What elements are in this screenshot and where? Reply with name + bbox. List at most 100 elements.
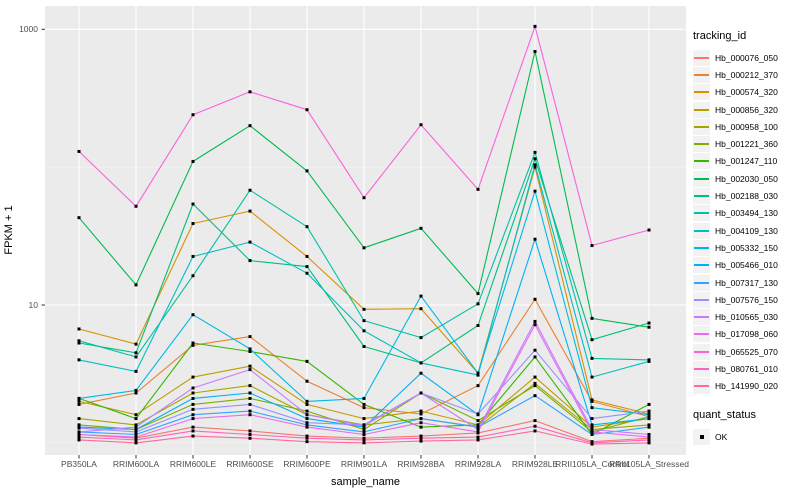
data-point bbox=[191, 396, 195, 400]
data-point bbox=[248, 368, 252, 372]
data-point bbox=[191, 159, 195, 163]
legend-key-box bbox=[693, 222, 710, 239]
data-point bbox=[191, 402, 195, 406]
data-point bbox=[647, 228, 651, 232]
x-axis-tick-label: RRIM928LA bbox=[454, 459, 502, 469]
data-point bbox=[362, 432, 366, 436]
data-point bbox=[419, 226, 423, 230]
data-point bbox=[533, 50, 537, 54]
legend-entries: Hb_000076_050 Hb_000212_370 Hb_000574_320 H… bbox=[693, 49, 798, 395]
data-point bbox=[533, 355, 537, 359]
data-point bbox=[362, 424, 366, 428]
legend-key-box bbox=[693, 343, 710, 360]
data-point bbox=[533, 319, 537, 323]
data-point bbox=[590, 442, 594, 446]
data-point bbox=[647, 413, 651, 417]
data-point bbox=[419, 371, 423, 375]
legend-key-line-icon bbox=[694, 333, 709, 336]
data-point bbox=[305, 265, 309, 269]
legend-title-quant-status: quant_status bbox=[693, 408, 756, 421]
data-point bbox=[305, 436, 309, 440]
data-point bbox=[77, 339, 81, 343]
data-point bbox=[647, 358, 651, 362]
legend-entry-Hb_007317_130: Hb_007317_130 bbox=[693, 274, 798, 291]
data-point bbox=[590, 244, 594, 248]
data-point bbox=[419, 436, 423, 440]
data-point bbox=[419, 409, 423, 413]
data-point bbox=[476, 435, 480, 439]
y-axis-tick-label: 1000 bbox=[19, 24, 38, 35]
data-point bbox=[533, 381, 537, 385]
data-point bbox=[77, 438, 81, 442]
legend-entry-Hb_000958_100: Hb_000958_100 bbox=[693, 118, 798, 135]
data-point bbox=[476, 412, 480, 416]
legend-key-box bbox=[693, 428, 710, 445]
data-point bbox=[77, 435, 81, 439]
data-point bbox=[305, 417, 309, 421]
data-point bbox=[647, 425, 651, 429]
data-point bbox=[191, 429, 195, 433]
legend-key-line-icon bbox=[694, 125, 709, 128]
data-point bbox=[134, 423, 138, 427]
data-point bbox=[134, 430, 138, 434]
x-axis-tick-label: RRII105LA_Control bbox=[555, 459, 629, 469]
data-point bbox=[533, 24, 537, 28]
legend-entry-Hb_080761_010: Hb_080761_010 bbox=[693, 360, 798, 377]
data-point bbox=[134, 435, 138, 439]
data-point bbox=[647, 415, 651, 419]
legend-entry-label: Hb_004109_130 bbox=[715, 225, 778, 236]
data-point bbox=[362, 441, 366, 445]
legend-entry-label: Hb_000212_370 bbox=[715, 69, 778, 80]
data-point bbox=[191, 391, 195, 395]
data-point bbox=[305, 434, 309, 438]
legend-entry-Hb_000076_050: Hb_000076_050 bbox=[693, 49, 798, 66]
legend-key-line-icon bbox=[694, 160, 709, 163]
data-point bbox=[362, 307, 366, 311]
data-point bbox=[362, 246, 366, 250]
data-point bbox=[134, 351, 138, 355]
x-axis-tick-label: RRIM600LE bbox=[169, 459, 217, 469]
data-point bbox=[248, 188, 252, 192]
data-point bbox=[647, 359, 651, 363]
data-point bbox=[77, 396, 81, 400]
legend-key-box bbox=[693, 239, 710, 256]
legend-key-box bbox=[693, 309, 710, 326]
data-point bbox=[533, 237, 537, 241]
data-point bbox=[134, 283, 138, 287]
data-point bbox=[134, 425, 138, 429]
data-point bbox=[77, 358, 81, 362]
data-point bbox=[305, 423, 309, 427]
data-point bbox=[248, 409, 252, 413]
data-point bbox=[191, 202, 195, 206]
data-point bbox=[191, 222, 195, 226]
data-point bbox=[134, 342, 138, 346]
data-point bbox=[134, 441, 138, 445]
legend-entry-label: Hb_007576_150 bbox=[715, 294, 778, 305]
x-axis-title: sample_name bbox=[330, 476, 401, 488]
legend-entry-label: Hb_141990_020 bbox=[715, 381, 778, 392]
data-point bbox=[248, 384, 252, 388]
legend-entry-label: Hb_001221_360 bbox=[715, 139, 778, 150]
data-point bbox=[590, 425, 594, 429]
legend-entry-quant-ok: OK bbox=[693, 428, 798, 445]
data-point bbox=[533, 424, 537, 428]
data-point bbox=[248, 364, 252, 368]
data-point bbox=[305, 421, 309, 425]
legend-entry-label: Hb_000958_100 bbox=[715, 121, 778, 132]
data-point bbox=[476, 423, 480, 427]
data-point bbox=[77, 399, 81, 403]
black-square-point-icon bbox=[699, 434, 704, 439]
data-point bbox=[77, 432, 81, 436]
data-point bbox=[305, 169, 309, 173]
data-point bbox=[248, 124, 252, 128]
data-point bbox=[134, 204, 138, 208]
data-point bbox=[248, 259, 252, 263]
data-point bbox=[590, 375, 594, 379]
data-point bbox=[305, 440, 309, 444]
legend-key-box bbox=[693, 360, 710, 377]
legend-entry-label: Hb_010565_030 bbox=[715, 312, 778, 323]
legend-entry-label: Hb_005466_010 bbox=[715, 260, 778, 271]
data-point bbox=[305, 409, 309, 413]
data-point bbox=[533, 375, 537, 379]
